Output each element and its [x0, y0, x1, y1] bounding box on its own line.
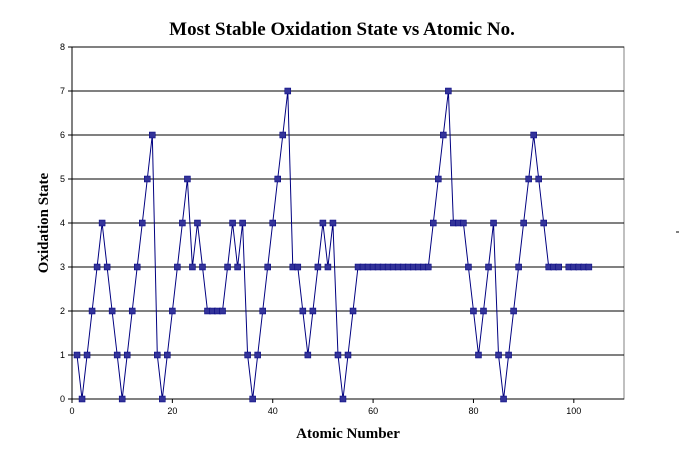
- data-point: [334, 351, 342, 359]
- data-point: [78, 395, 86, 403]
- x-tick-label: 20: [167, 406, 177, 416]
- x-tick-label: 40: [268, 406, 278, 416]
- data-point: [445, 87, 452, 95]
- y-tick-label: 7: [60, 86, 65, 96]
- data-point: [93, 263, 101, 271]
- data-point: [269, 219, 276, 227]
- data-point: [430, 219, 437, 227]
- data-point: [259, 307, 266, 315]
- data-point: [154, 351, 161, 359]
- data-point: [510, 307, 517, 315]
- data-point: [118, 395, 126, 403]
- data-point: [224, 263, 231, 271]
- y-axis-ticks: 0 1 2 3 4 5 6 7 8: [60, 42, 72, 404]
- data-point: [540, 219, 547, 227]
- data-point: [530, 131, 537, 139]
- data-point: [159, 395, 166, 403]
- data-point: [435, 175, 442, 183]
- data-point: [239, 219, 246, 227]
- y-tick-label: 2: [60, 306, 65, 316]
- data-point: [83, 351, 91, 359]
- data-point: [500, 395, 507, 403]
- data-point: [234, 263, 241, 271]
- y-tick-label: 0: [60, 394, 65, 404]
- data-point: [309, 307, 317, 315]
- data-point: [199, 263, 206, 271]
- y-tick-label: 3: [60, 262, 65, 272]
- x-tick-label: 100: [566, 406, 581, 416]
- data-point: [88, 307, 96, 315]
- data-point: [133, 263, 141, 271]
- data-point: [535, 175, 542, 183]
- data-point: [279, 131, 287, 139]
- data-point: [465, 263, 472, 271]
- data-point: [249, 395, 256, 403]
- chart-title: Most Stable Oxidation State vs Atomic No…: [169, 19, 515, 40]
- data-point: [585, 263, 593, 271]
- data-point: [314, 263, 322, 271]
- data-point: [525, 175, 532, 183]
- data-point: [294, 263, 302, 271]
- data-point: [344, 351, 352, 359]
- series-oxidation-state: [73, 87, 593, 403]
- data-point: [505, 351, 512, 359]
- data-point: [189, 263, 196, 271]
- data-point: [219, 307, 226, 315]
- data-point: [425, 263, 432, 271]
- x-axis-label: Atomic Number: [296, 426, 400, 442]
- data-point: [440, 131, 447, 139]
- data-point: [113, 351, 121, 359]
- data-point: [480, 307, 487, 315]
- data-point: [139, 219, 146, 227]
- data-point: [555, 263, 563, 271]
- data-point: [194, 219, 201, 227]
- data-point: [254, 351, 261, 359]
- y-tick-label: 5: [60, 174, 65, 184]
- y-axis-label: Oxidation State: [36, 172, 52, 273]
- x-tick-label: 0: [69, 406, 74, 416]
- data-point: [299, 307, 307, 315]
- data-point: [274, 175, 281, 183]
- data-point: [73, 351, 81, 359]
- y-tick-label: 4: [60, 218, 65, 228]
- data-point: [475, 351, 482, 359]
- data-point: [349, 307, 357, 315]
- data-point: [304, 351, 312, 359]
- data-point: [98, 219, 106, 227]
- data-point: [460, 219, 467, 227]
- data-point: [485, 263, 492, 271]
- y-tick-label: 1: [60, 350, 65, 360]
- data-point: [144, 175, 151, 183]
- data-point: [470, 307, 477, 315]
- data-point: [339, 395, 347, 403]
- x-tick-label: 80: [468, 406, 478, 416]
- data-point: [184, 175, 191, 183]
- data-point: [229, 219, 236, 227]
- y-tick-label: 6: [60, 130, 65, 140]
- data-point: [520, 219, 527, 227]
- data-point: [103, 263, 111, 271]
- data-point: [149, 131, 156, 139]
- data-point: [123, 351, 131, 359]
- data-point: [179, 219, 186, 227]
- data-point: [169, 307, 176, 315]
- data-point: [264, 263, 271, 271]
- x-tick-label: 60: [368, 406, 378, 416]
- y-tick-label: 8: [60, 42, 65, 52]
- data-point: [244, 351, 251, 359]
- data-point: [284, 87, 292, 95]
- data-point: [329, 219, 337, 227]
- data-point: [490, 219, 497, 227]
- data-point: [108, 307, 116, 315]
- x-axis-ticks: 0 20 40 60 80 100: [69, 399, 581, 416]
- data-point: [495, 351, 502, 359]
- data-point: [164, 351, 171, 359]
- data-point: [174, 263, 181, 271]
- data-point: [515, 263, 522, 271]
- data-point: [319, 219, 327, 227]
- data-point: [128, 307, 136, 315]
- data-point: [324, 263, 332, 271]
